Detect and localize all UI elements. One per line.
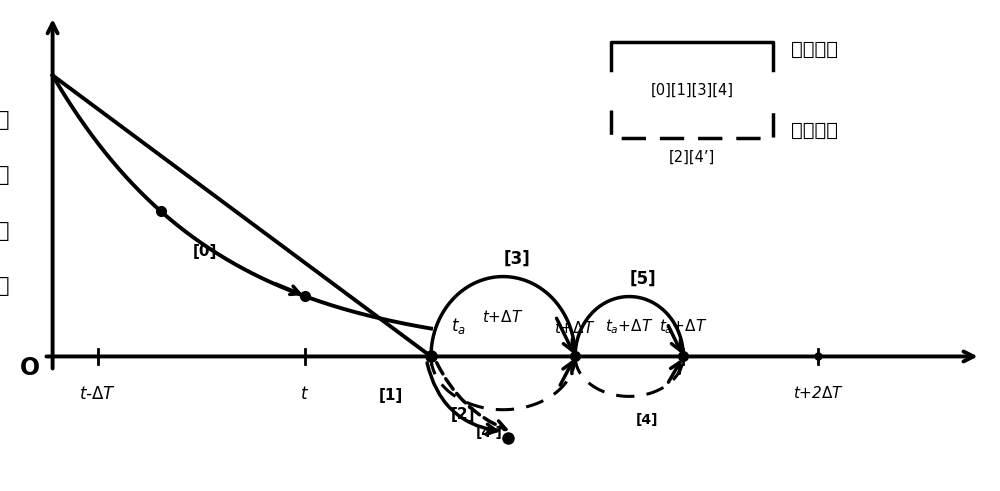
Text: 指数积分: 指数积分 xyxy=(791,40,838,59)
Text: 线性插値: 线性插値 xyxy=(791,121,838,140)
Text: [2][4’]: [2][4’] xyxy=(669,149,715,164)
Text: [4']: [4'] xyxy=(476,426,503,440)
Text: $t$-$\Delta T$: $t$-$\Delta T$ xyxy=(79,384,116,403)
Text: O: O xyxy=(20,355,40,380)
Text: [0]: [0] xyxy=(192,244,217,259)
Text: 关: 关 xyxy=(0,165,9,185)
Text: $t$+2$\Delta T$: $t$+2$\Delta T$ xyxy=(793,384,844,401)
Text: $t$+$\Delta T$: $t$+$\Delta T$ xyxy=(482,308,524,325)
Text: 流: 流 xyxy=(0,276,9,296)
Text: $t_a$+$\Delta T$: $t_a$+$\Delta T$ xyxy=(605,317,653,336)
Text: [3]: [3] xyxy=(503,250,530,268)
Text: 电: 电 xyxy=(0,221,9,241)
Text: [4]: [4] xyxy=(636,412,658,427)
Text: 开: 开 xyxy=(0,110,9,130)
Text: $t$: $t$ xyxy=(300,384,309,403)
Text: [1]: [1] xyxy=(378,387,403,403)
Text: $t_a$+$\Delta T$: $t_a$+$\Delta T$ xyxy=(659,317,708,336)
Text: $t_a$: $t_a$ xyxy=(451,316,465,336)
Text: [5]: [5] xyxy=(629,270,656,288)
Text: $t$+$\Delta T$: $t$+$\Delta T$ xyxy=(554,320,596,336)
Text: [0][1][3][4]: [0][1][3][4] xyxy=(651,83,734,98)
Text: [2]: [2] xyxy=(450,407,475,422)
